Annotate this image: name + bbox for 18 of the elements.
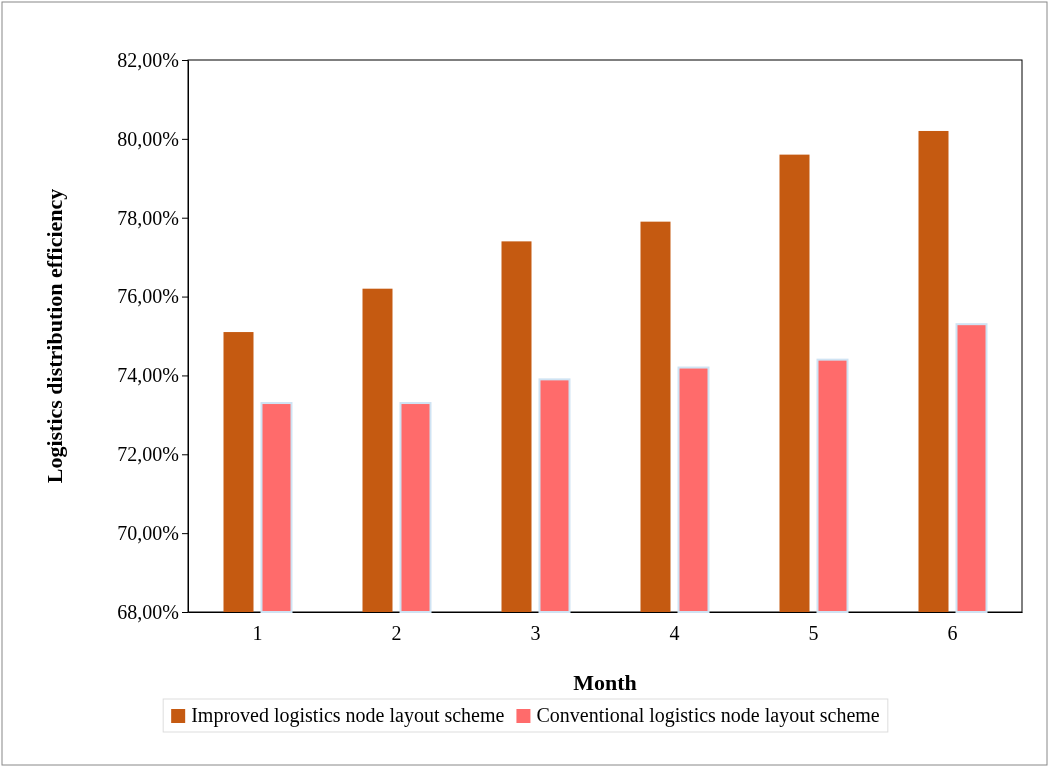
y-tick-label: 80,00% [117, 127, 179, 150]
x-tick-label: 4 [669, 622, 680, 645]
y-tick-label: 70,00% [117, 522, 179, 545]
y-tick-label: 74,00% [117, 364, 179, 387]
y-tick-label: 78,00% [117, 206, 179, 229]
x-tick-label: 6 [947, 622, 958, 645]
y-tick-label: 82,00% [117, 48, 179, 71]
y-tick-label: 76,00% [117, 285, 179, 308]
y-tick-label: 72,00% [117, 443, 179, 466]
legend-label: Improved logistics node layout scheme [191, 704, 505, 727]
legend-label: Conventional logistics node layout scheme [536, 704, 880, 727]
x-tick-label: 3 [530, 622, 541, 645]
x-axis-title: Month [573, 670, 637, 695]
y-axis-title: Logistics distribution efficiency [42, 188, 67, 484]
y-tick-label: 68,00% [117, 600, 179, 623]
x-tick-label: 2 [391, 622, 402, 645]
x-tick-label: 1 [252, 622, 263, 645]
x-tick-label: 5 [808, 622, 819, 645]
